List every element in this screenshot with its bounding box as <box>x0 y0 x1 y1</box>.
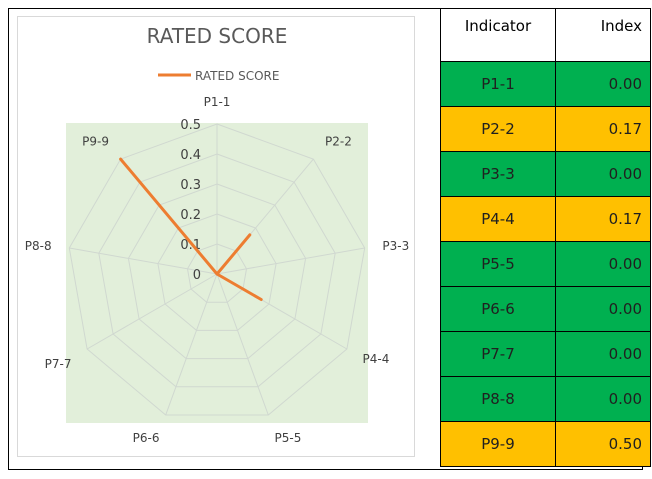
radial-tick-label: 0.3 <box>180 178 201 193</box>
index-cell: 0.00 <box>555 331 651 377</box>
table-row: P6-6 0.00 <box>440 286 651 332</box>
category-label: P1-1 <box>204 95 231 109</box>
radial-tick-label: 0 <box>193 268 201 283</box>
indicator-cell: P3-3 <box>440 151 556 197</box>
index-cell: 0.00 <box>555 376 651 422</box>
index-cell: 0.50 <box>555 421 651 467</box>
header-indicator: Indicator <box>440 8 556 62</box>
radial-tick-label: 0.2 <box>180 208 201 223</box>
grid-ring <box>68 123 366 416</box>
category-label: P5-5 <box>275 431 302 445</box>
series-rated-score <box>119 157 263 301</box>
radial-tick-label: 0.4 <box>180 148 201 163</box>
category-label: P7-7 <box>45 357 72 371</box>
category-label: P9-9 <box>82 134 109 148</box>
grid-spoke <box>216 247 365 275</box>
index-cell: 0.17 <box>555 106 651 152</box>
category-label: P4-4 <box>363 352 390 366</box>
indicator-cell: P4-4 <box>440 196 556 242</box>
indicator-cell: P9-9 <box>440 421 556 467</box>
index-cell: 0.00 <box>555 286 651 332</box>
legend-label: RATED SCORE <box>195 69 279 83</box>
category-label: P2-2 <box>325 134 352 148</box>
indicator-cell: P6-6 <box>440 286 556 332</box>
radar-chart-panel: RATED SCORE RATED SCORE 0 0.1 0.2 0.3 0.4 0.5… <box>17 16 415 457</box>
indicator-cell: P2-2 <box>440 106 556 152</box>
indicator-cell: P1-1 <box>440 61 556 107</box>
indicator-cell: P5-5 <box>440 241 556 287</box>
category-label: P6-6 <box>133 431 160 445</box>
table-header-row: Indicator Index <box>440 8 651 62</box>
index-cell: 0.17 <box>555 196 651 242</box>
grid-ring <box>98 153 336 388</box>
grid-spoke <box>216 273 269 416</box>
table-row: P7-7 0.00 <box>440 331 651 377</box>
table-row: P9-9 0.50 <box>440 421 651 467</box>
grid-ring <box>157 213 277 331</box>
indicator-index-table: Indicator Index P1-1 0.00 P2-2 0.17 P3-3 0.00… <box>440 8 651 467</box>
grid-ring <box>127 183 307 360</box>
grid-spoke <box>86 273 218 350</box>
table-row: P1-1 0.00 <box>440 61 651 107</box>
index-cell: 0.00 <box>555 61 651 107</box>
radar-chart: RATED SCORE RATED SCORE 00.10.20.30.40.5… <box>25 24 409 445</box>
chart-title: RATED SCORE <box>147 24 288 48</box>
grid-spoke <box>69 247 218 275</box>
radial-tick-labels: 00.10.20.30.40.5 <box>180 118 201 283</box>
table-row: P4-4 0.17 <box>440 196 651 242</box>
grid-ring <box>186 243 248 303</box>
indicator-cell: P7-7 <box>440 331 556 377</box>
table-row: P8-8 0.00 <box>440 376 651 422</box>
header-index: Index <box>555 8 651 62</box>
table-row: P5-5 0.00 <box>440 241 651 287</box>
index-cell: 0.00 <box>555 151 651 197</box>
table-row: P2-2 0.17 <box>440 106 651 152</box>
index-cell: 0.00 <box>555 241 651 287</box>
category-label: P3-3 <box>382 239 409 253</box>
category-label: P8-8 <box>25 239 52 253</box>
radial-tick-label: 0.5 <box>180 118 201 133</box>
grid-spoke <box>165 273 218 416</box>
table-row: P3-3 0.00 <box>440 151 651 197</box>
category-labels: P1-1 P2-2 P3-3 P4-4 P5-5 P6-6 P7-7 P8-8 P9-9 <box>25 95 409 445</box>
indicator-cell: P8-8 <box>440 376 556 422</box>
